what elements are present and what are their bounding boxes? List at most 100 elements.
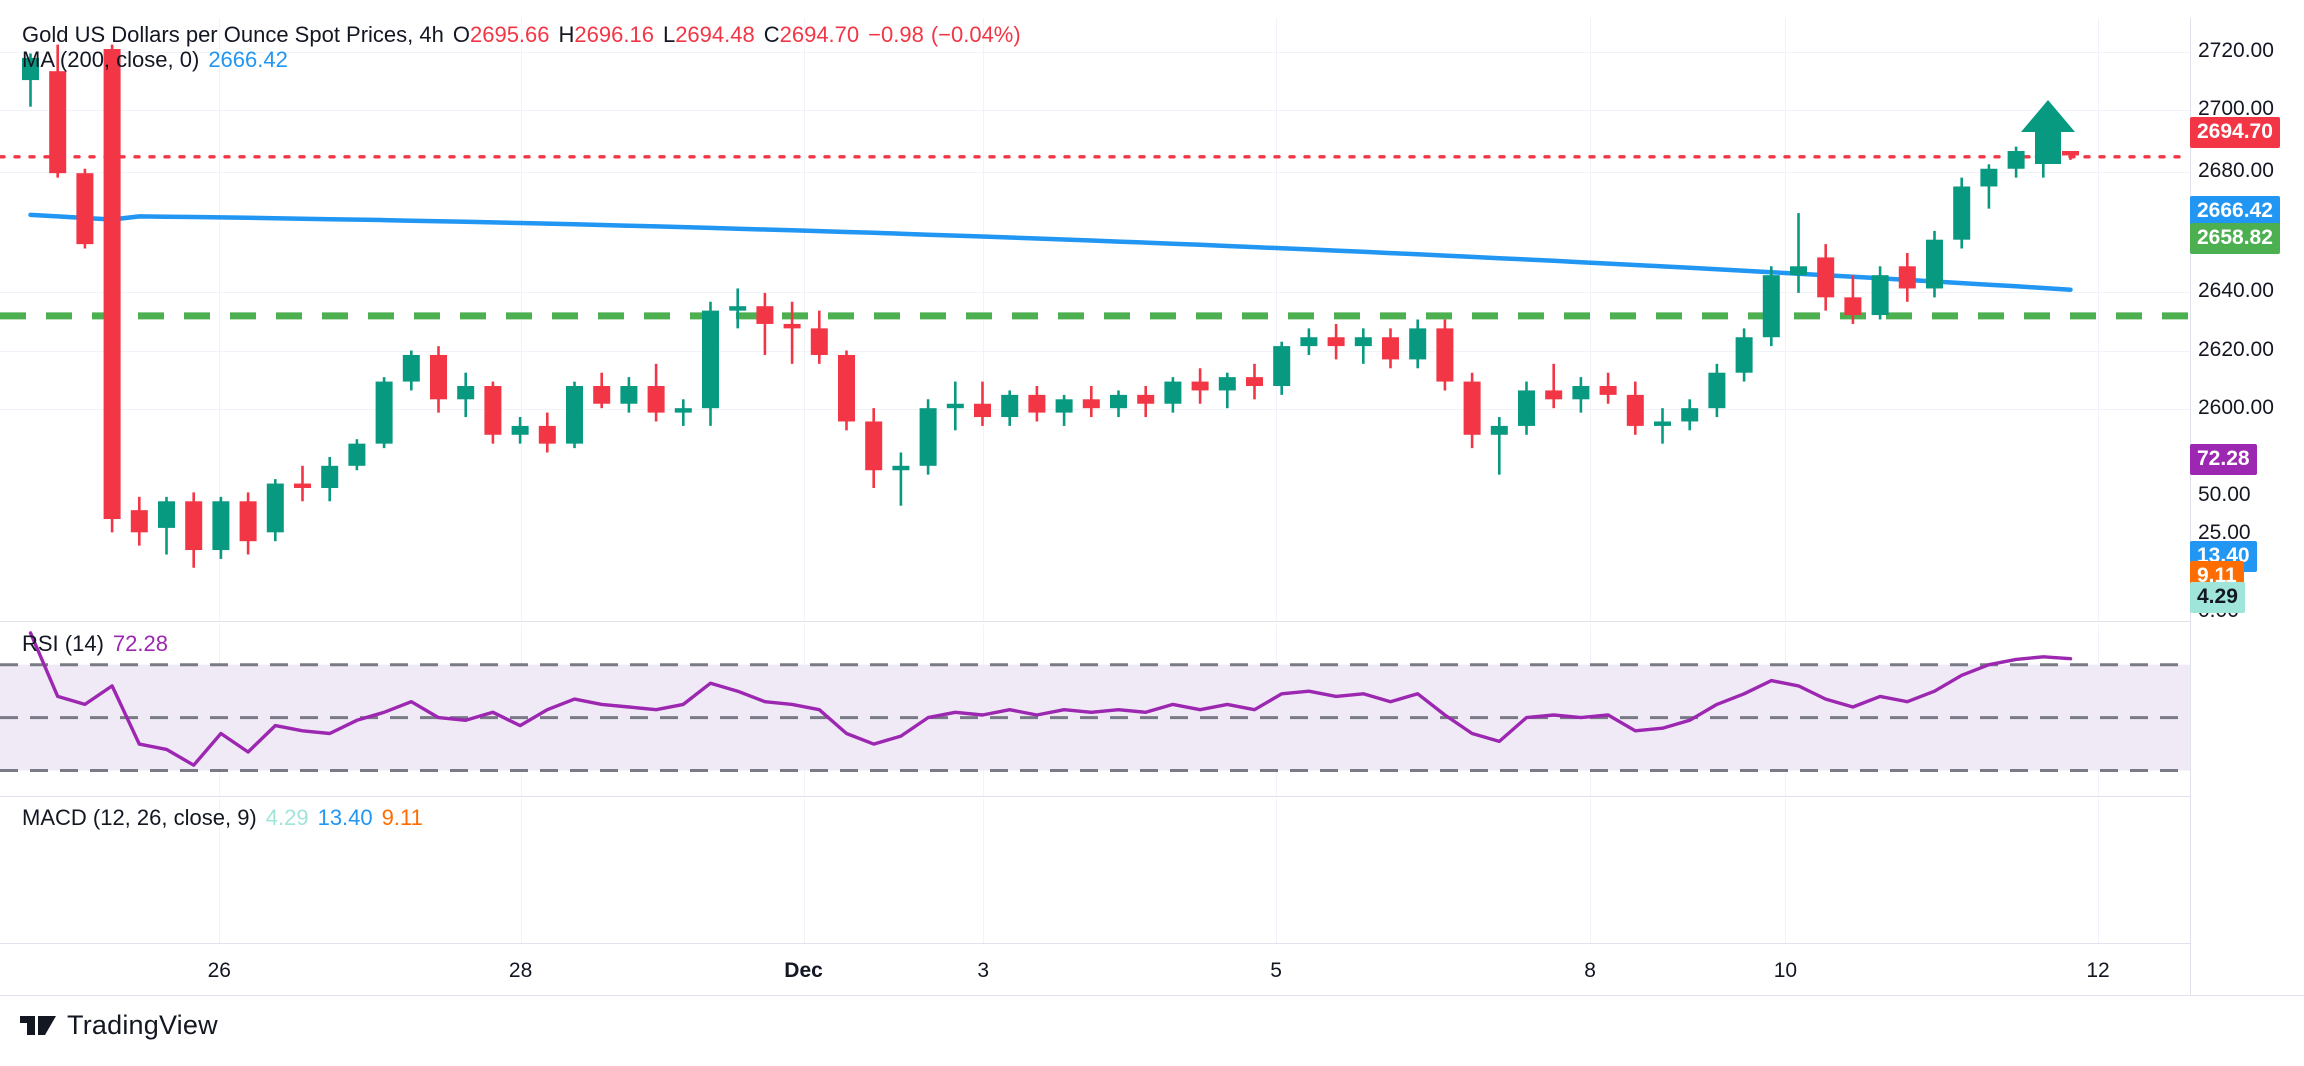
- candle-body: [1137, 394, 1155, 404]
- price-series-layer: [0, 44, 2192, 568]
- vertical-gridline: [983, 18, 985, 621]
- rsi-value-badge[interactable]: 72.28: [2190, 444, 2257, 475]
- footer: TradingView: [0, 996, 2304, 1066]
- candle-body: [593, 386, 611, 404]
- rsi-plot-area[interactable]: [0, 625, 2190, 797]
- candle-body: [103, 49, 121, 520]
- candle-body: [1762, 275, 1780, 338]
- candlestick-series[interactable]: [22, 44, 2079, 568]
- candle-body: [783, 323, 801, 329]
- time-tick-label: 12: [2086, 959, 2110, 982]
- candle-body: [702, 310, 719, 409]
- time-tick-label: 3: [977, 959, 990, 982]
- candle-body: [1246, 377, 1263, 387]
- candle-body: [1518, 390, 1535, 426]
- ma-price-badge[interactable]: 2666.42: [2190, 196, 2280, 227]
- candle-body: [266, 483, 284, 533]
- macd-hist-badge[interactable]: 4.29: [2190, 582, 2245, 613]
- candle-body: [1273, 346, 1291, 387]
- candle-body: [375, 381, 393, 444]
- macd-series-layer: [0, 799, 2190, 943]
- axis-tick-label: 50.00: [2198, 483, 2251, 506]
- axis-tick-label: 2600.00: [2198, 396, 2274, 419]
- time-axis-border: [0, 943, 2190, 944]
- candle-body: [1409, 328, 1427, 360]
- candle-body: [865, 421, 883, 471]
- pane-separator-price-rsi[interactable]: [0, 621, 2190, 622]
- candle-body: [620, 386, 638, 404]
- vertical-gridline: [520, 799, 522, 943]
- tradingview-wordmark: TradingView: [67, 1010, 218, 1040]
- candle-body: [810, 328, 828, 355]
- candle-body: [1327, 337, 1345, 347]
- candle-body: [484, 386, 502, 435]
- level-price-badge[interactable]: 2658.82: [2190, 223, 2280, 254]
- candle-body: [566, 386, 583, 444]
- candle-body: [1191, 381, 1209, 391]
- candle-body: [1545, 390, 1563, 400]
- candle-body: [1055, 399, 1073, 413]
- candle-body: [892, 465, 910, 471]
- candle-body: [1354, 337, 1372, 347]
- macd-pane[interactable]: [0, 799, 2304, 943]
- candle-body: [1382, 337, 1399, 360]
- candle-body: [1110, 394, 1127, 409]
- rsi-axis[interactable]: 50.00 25.00 72.28: [2190, 444, 2304, 797]
- candle-body: [1572, 386, 1590, 400]
- vertical-gridline: [2098, 18, 2100, 621]
- time-tick-label: 26: [207, 959, 231, 982]
- candle-body: [348, 443, 366, 466]
- macd-axis[interactable]: 0.0013.409.114.29: [2190, 541, 2304, 943]
- candle-body: [756, 306, 774, 324]
- price-plot-area[interactable]: [0, 18, 2192, 621]
- candle-body: [1735, 337, 1753, 373]
- candle-body: [49, 71, 67, 174]
- vertical-gridline: [1590, 799, 1592, 943]
- price-axis-divider: [2190, 18, 2191, 1014]
- axis-tick-label: 2700.00: [2198, 97, 2274, 120]
- price-axis[interactable]: 2720.00 2700.00 2680.00 2640.00 2620.00 2600.…: [2190, 18, 2304, 621]
- horizontal-gridline: [0, 110, 2190, 111]
- tradingview-logo[interactable]: TradingView: [20, 1010, 218, 1041]
- last-price-badge[interactable]: 2694.70: [2190, 117, 2280, 148]
- vertical-gridline: [520, 18, 522, 621]
- vertical-gridline: [1785, 799, 1787, 943]
- candle-body: [212, 501, 230, 551]
- candle-body: [1926, 239, 1943, 289]
- candle-body: [974, 403, 991, 418]
- candle-body: [294, 483, 311, 488]
- candle-body: [538, 425, 556, 444]
- footer-divider: [0, 995, 2304, 996]
- rsi-pane[interactable]: [0, 625, 2304, 797]
- candle-body: [1790, 266, 1807, 276]
- vertical-gridline: [1276, 18, 1278, 621]
- rsi-line: [28, 631, 2073, 767]
- candle-body: [2007, 151, 2025, 169]
- candle-body: [1871, 275, 1889, 316]
- candle-body: [1953, 186, 1971, 240]
- candle-body: [647, 386, 665, 413]
- pane-separator-rsi-macd[interactable]: [0, 796, 2190, 797]
- axis-tick-label: 2720.00: [2198, 39, 2274, 62]
- candle-body: [674, 408, 692, 413]
- candle-body: [838, 354, 855, 422]
- price-pane[interactable]: [0, 18, 2304, 621]
- candle-body: [946, 403, 964, 409]
- vertical-gridline: [1590, 18, 1592, 621]
- horizontal-gridline: [0, 351, 2190, 352]
- candle-body: [1898, 266, 1916, 289]
- candle-body: [1626, 394, 1644, 426]
- time-tick-label: Dec: [784, 959, 823, 982]
- candle-body: [729, 306, 747, 311]
- macd-plot-area[interactable]: [0, 799, 2190, 943]
- buy-arrow-up[interactable]: [2021, 100, 2075, 164]
- candle-body: [2062, 151, 2079, 156]
- candle-body: [1708, 372, 1726, 409]
- horizontal-gridline: [0, 409, 2190, 410]
- candle-body: [1436, 328, 1454, 382]
- vertical-gridline: [1785, 18, 1787, 621]
- time-axis[interactable]: 26 28 Dec 3 5 8 10 12: [0, 943, 2304, 995]
- candle-body: [1817, 257, 1835, 298]
- horizontal-gridline: [0, 52, 2190, 53]
